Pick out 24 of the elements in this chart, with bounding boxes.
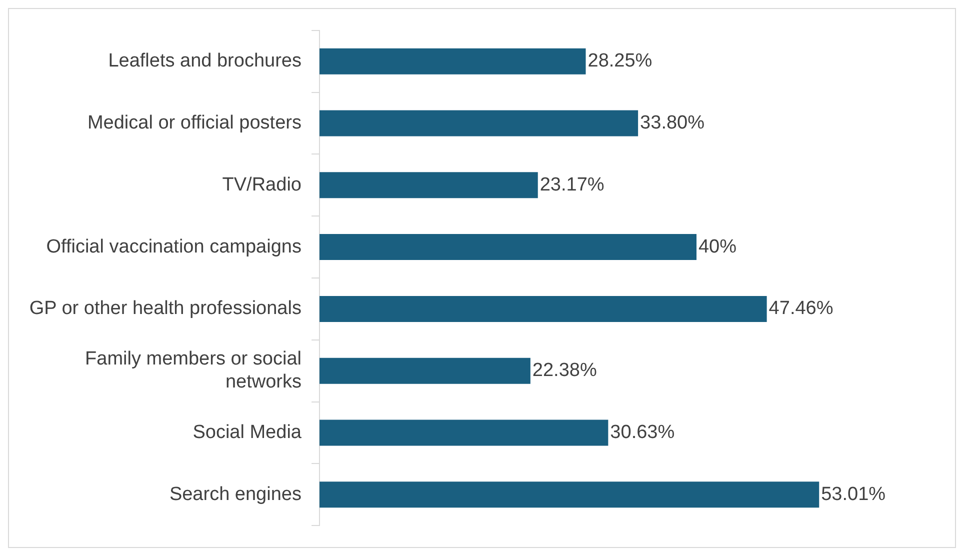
data-label: 53.01% xyxy=(821,484,886,505)
y-tick-label: TV/Radio xyxy=(222,174,302,196)
bar xyxy=(319,234,696,260)
data-label: 23.17% xyxy=(540,174,604,196)
bar xyxy=(319,420,608,446)
y-tick-label: Search engines xyxy=(169,484,302,505)
data-label: 40% xyxy=(698,236,737,258)
bar xyxy=(319,172,538,198)
y-tick-label: Social Media xyxy=(192,422,302,443)
data-label: 30.63% xyxy=(610,422,675,443)
bar xyxy=(319,48,586,74)
y-tick-label: Official vaccination campaigns xyxy=(46,236,302,258)
data-label: 47.46% xyxy=(768,298,834,320)
y-tick-label: GP or other health professionals xyxy=(29,298,302,320)
data-label: 33.80% xyxy=(640,112,705,134)
y-tick-label: Leaflets and brochures xyxy=(108,50,302,72)
y-tick-label: Medical or official posters xyxy=(87,112,302,134)
data-label: 28.25% xyxy=(588,50,652,72)
bar xyxy=(319,482,820,508)
bar xyxy=(319,110,638,136)
data-label: 22.38% xyxy=(532,360,597,382)
y-tick-label: Family members or social networks xyxy=(85,348,302,392)
bar xyxy=(319,358,530,384)
bar xyxy=(319,296,767,322)
